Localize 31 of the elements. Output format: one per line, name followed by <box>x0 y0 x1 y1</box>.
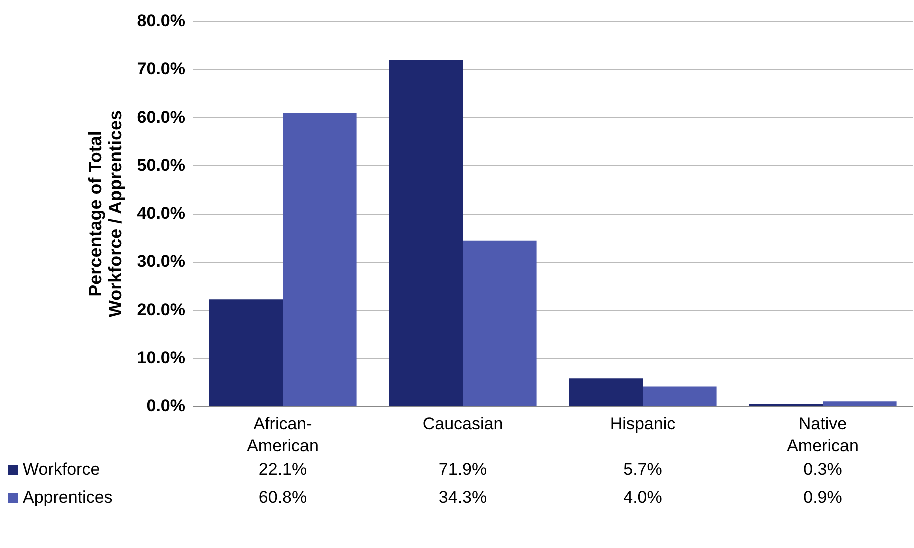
x-tick-label: Hispanic <box>610 414 676 434</box>
y-tick-label: 30.0% <box>137 252 186 272</box>
data-label: 34.3% <box>438 488 488 507</box>
data-label: 0.3% <box>804 460 842 479</box>
y-tick-label: 10.0% <box>137 348 186 368</box>
data-label: 22.1% <box>258 460 308 479</box>
bar <box>283 113 357 406</box>
y-tick-label: 70.0% <box>137 60 186 79</box>
data-label: 5.7% <box>624 460 662 479</box>
data-label: 71.9% <box>438 460 488 479</box>
legend-label: Apprentices <box>23 488 113 507</box>
bar <box>389 60 463 406</box>
x-tick-label: Native American <box>787 414 859 456</box>
y-tick-label: 80.0% <box>137 12 186 30</box>
legend-label: Workforce <box>23 460 100 479</box>
y-axis-title: Percentage of Total Workforce / Apprentices <box>85 110 126 318</box>
y-tick-label: 0.0% <box>146 396 186 416</box>
bar <box>569 378 643 406</box>
y-tick-label: 20.0% <box>137 300 186 320</box>
x-tick-label: African-American <box>247 414 319 456</box>
bar <box>209 300 283 406</box>
x-tick-label: Caucasian <box>422 414 504 434</box>
bar <box>823 402 897 406</box>
y-tick-label: 50.0% <box>137 156 186 175</box>
y-tick-label: 60.0% <box>137 108 186 127</box>
y-tick-label: 40.0% <box>137 204 186 223</box>
data-label: 0.9% <box>804 488 842 507</box>
bar <box>463 240 537 406</box>
bar <box>643 386 717 406</box>
data-label: 4.0% <box>624 488 662 507</box>
data-label: 60.8% <box>258 488 308 507</box>
